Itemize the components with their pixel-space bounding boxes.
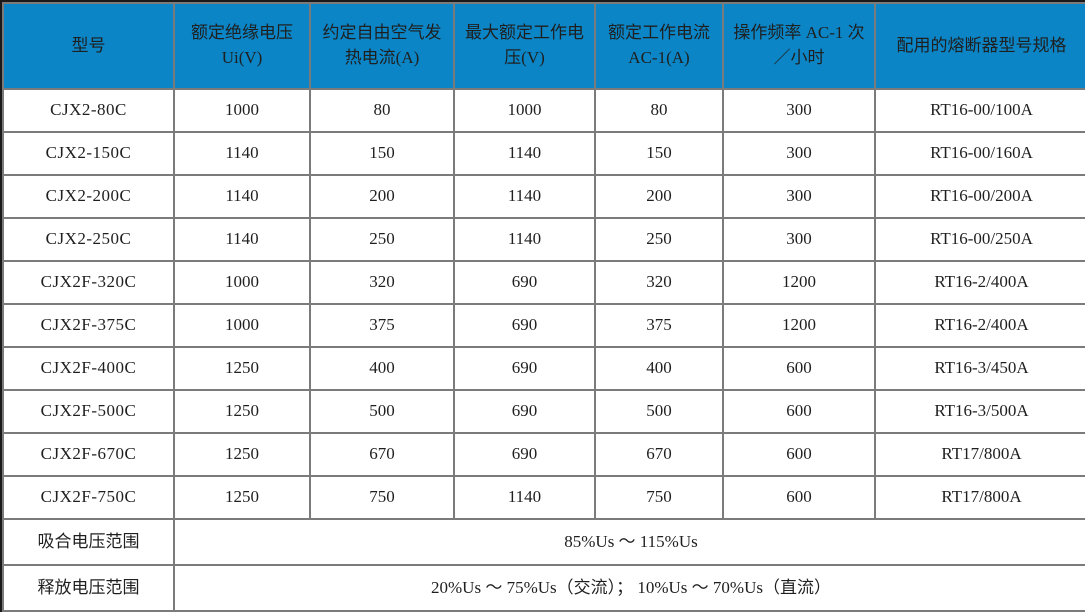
cell-op-frequency: 300 — [722, 217, 876, 262]
cell-op-frequency: 600 — [722, 346, 876, 391]
cell-thermal-current: 150 — [309, 131, 455, 176]
cell-insulation-voltage: 1000 — [173, 88, 311, 133]
footer-value-pickup-voltage-range: 85%Us ～ 115%Us — [173, 518, 1085, 566]
cell-max-voltage: 1000 — [453, 88, 596, 133]
column-header-insulation-voltage: 额定绝缘电压 Ui(V) — [173, 2, 311, 90]
cell-model: CJX2-200C — [2, 174, 175, 219]
cell-rated-current: 80 — [594, 88, 724, 133]
footer-row-release-voltage: 释放电压范围 20%Us ～ 75%Us（交流）； 10%Us ～ 70%Us（… — [2, 564, 1085, 612]
cell-rated-current: 400 — [594, 346, 724, 391]
cell-model: CJX2-250C — [2, 217, 175, 262]
table-row: CJX2-200C 1140 200 1140 200 300 RT16-00/… — [2, 174, 1085, 219]
cell-op-frequency: 600 — [722, 475, 876, 520]
table-footer: 吸合电压范围 85%Us ～ 115%Us 释放电压范围 20%Us ～ 75%… — [2, 518, 1085, 612]
cell-max-voltage: 690 — [453, 303, 596, 348]
cell-fuse-spec: RT17/800A — [874, 475, 1085, 520]
footer-value-release-voltage-range: 20%Us ～ 75%Us（交流）； 10%Us ～ 70%Us（直流） — [173, 564, 1085, 612]
cell-model: CJX2F-750C — [2, 475, 175, 520]
cell-op-frequency: 300 — [722, 174, 876, 219]
cell-max-voltage: 1140 — [453, 131, 596, 176]
cell-thermal-current: 500 — [309, 389, 455, 434]
column-header-fuse-spec: 配用的熔断器型号规格 — [874, 2, 1085, 90]
cell-model: CJX2F-500C — [2, 389, 175, 434]
cell-max-voltage: 1140 — [453, 174, 596, 219]
cell-rated-current: 375 — [594, 303, 724, 348]
cell-thermal-current: 80 — [309, 88, 455, 133]
cell-model: CJX2F-375C — [2, 303, 175, 348]
cell-insulation-voltage: 1000 — [173, 303, 311, 348]
table-row: CJX2F-750C 1250 750 1140 750 600 RT17/80… — [2, 475, 1085, 520]
cell-insulation-voltage: 1250 — [173, 389, 311, 434]
cell-thermal-current: 400 — [309, 346, 455, 391]
cell-max-voltage: 690 — [453, 346, 596, 391]
cell-max-voltage: 1140 — [453, 217, 596, 262]
cell-model: CJX2F-400C — [2, 346, 175, 391]
cell-insulation-voltage: 1140 — [173, 217, 311, 262]
cell-thermal-current: 750 — [309, 475, 455, 520]
cell-model: CJX2F-320C — [2, 260, 175, 305]
cell-thermal-current: 200 — [309, 174, 455, 219]
cell-fuse-spec: RT17/800A — [874, 432, 1085, 477]
cell-op-frequency: 600 — [722, 389, 876, 434]
cell-rated-current: 500 — [594, 389, 724, 434]
cell-fuse-spec: RT16-3/500A — [874, 389, 1085, 434]
cell-op-frequency: 300 — [722, 131, 876, 176]
cell-fuse-spec: RT16-2/400A — [874, 260, 1085, 305]
table-row: CJX2F-320C 1000 320 690 320 1200 RT16-2/… — [2, 260, 1085, 305]
table-row: CJX2-150C 1140 150 1140 150 300 RT16-00/… — [2, 131, 1085, 176]
cell-max-voltage: 690 — [453, 432, 596, 477]
cell-max-voltage: 1140 — [453, 475, 596, 520]
table-row: CJX2-250C 1140 250 1140 250 300 RT16-00/… — [2, 217, 1085, 262]
cell-max-voltage: 690 — [453, 389, 596, 434]
cell-fuse-spec: RT16-00/100A — [874, 88, 1085, 133]
table-row: CJX2F-670C 1250 670 690 670 600 RT17/800… — [2, 432, 1085, 477]
cell-fuse-spec: RT16-00/200A — [874, 174, 1085, 219]
cell-fuse-spec: RT16-00/250A — [874, 217, 1085, 262]
header-row: 型号 额定绝缘电压 Ui(V) 约定自由空气发热电流(A) 最大额定工作电压(V… — [2, 2, 1085, 90]
cell-insulation-voltage: 1140 — [173, 131, 311, 176]
cell-rated-current: 320 — [594, 260, 724, 305]
cell-model: CJX2-150C — [2, 131, 175, 176]
table-row: CJX2F-500C 1250 500 690 500 600 RT16-3/5… — [2, 389, 1085, 434]
cell-op-frequency: 600 — [722, 432, 876, 477]
column-header-thermal-current: 约定自由空气发热电流(A) — [309, 2, 455, 90]
cell-rated-current: 200 — [594, 174, 724, 219]
table-row: CJX2F-400C 1250 400 690 400 600 RT16-3/4… — [2, 346, 1085, 391]
cell-insulation-voltage: 1250 — [173, 432, 311, 477]
footer-label-release-voltage-range: 释放电压范围 — [2, 564, 175, 612]
footer-row-pickup-voltage: 吸合电压范围 85%Us ～ 115%Us — [2, 518, 1085, 566]
cell-thermal-current: 670 — [309, 432, 455, 477]
column-header-max-voltage: 最大额定工作电压(V) — [453, 2, 596, 90]
footer-label-pickup-voltage-range: 吸合电压范围 — [2, 518, 175, 566]
cell-model: CJX2-80C — [2, 88, 175, 133]
cell-rated-current: 750 — [594, 475, 724, 520]
column-header-model: 型号 — [2, 2, 175, 90]
cell-rated-current: 670 — [594, 432, 724, 477]
cell-rated-current: 150 — [594, 131, 724, 176]
cell-model: CJX2F-670C — [2, 432, 175, 477]
cell-max-voltage: 690 — [453, 260, 596, 305]
cell-insulation-voltage: 1140 — [173, 174, 311, 219]
cell-op-frequency: 300 — [722, 88, 876, 133]
cell-rated-current: 250 — [594, 217, 724, 262]
cell-insulation-voltage: 1250 — [173, 346, 311, 391]
cell-fuse-spec: RT16-00/160A — [874, 131, 1085, 176]
cell-fuse-spec: RT16-3/450A — [874, 346, 1085, 391]
cell-insulation-voltage: 1000 — [173, 260, 311, 305]
table-header: 型号 额定绝缘电压 Ui(V) 约定自由空气发热电流(A) 最大额定工作电压(V… — [2, 2, 1085, 90]
table-row: CJX2-80C 1000 80 1000 80 300 RT16-00/100… — [2, 88, 1085, 133]
cell-fuse-spec: RT16-2/400A — [874, 303, 1085, 348]
column-header-rated-current: 额定工作电流 AC-1(A) — [594, 2, 724, 90]
cell-thermal-current: 375 — [309, 303, 455, 348]
cell-op-frequency: 1200 — [722, 303, 876, 348]
table-row: CJX2F-375C 1000 375 690 375 1200 RT16-2/… — [2, 303, 1085, 348]
cell-thermal-current: 250 — [309, 217, 455, 262]
column-header-op-frequency: 操作频率 AC-1 次／小时 — [722, 2, 876, 90]
table-body: CJX2-80C 1000 80 1000 80 300 RT16-00/100… — [2, 88, 1085, 520]
cell-op-frequency: 1200 — [722, 260, 876, 305]
cell-thermal-current: 320 — [309, 260, 455, 305]
cell-insulation-voltage: 1250 — [173, 475, 311, 520]
